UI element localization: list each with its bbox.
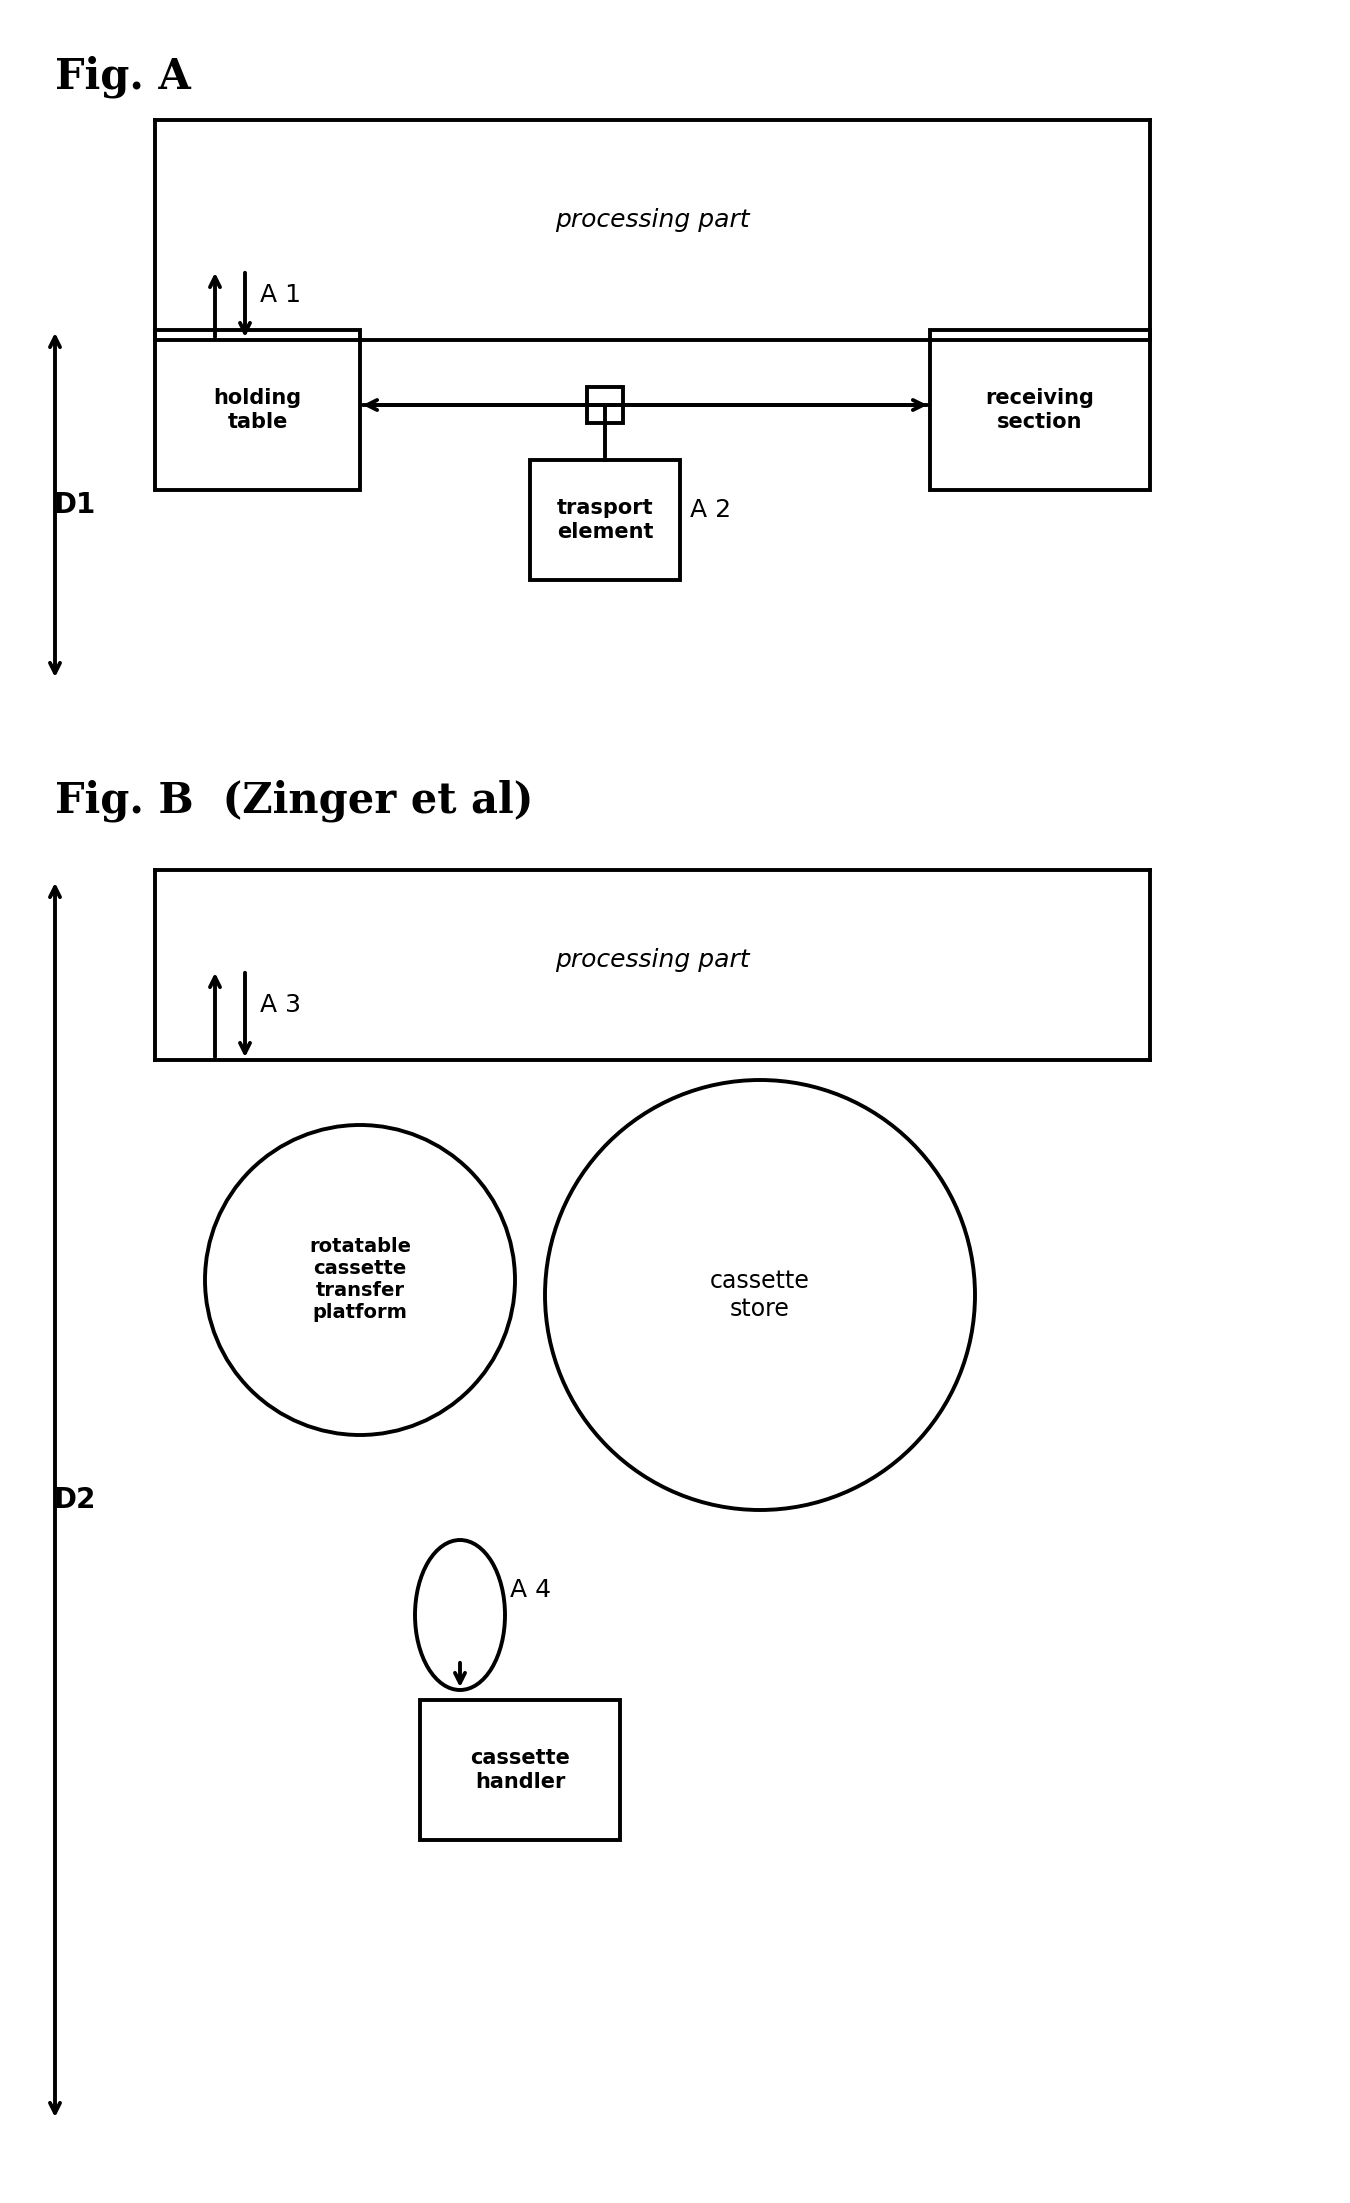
Text: A 2: A 2 bbox=[690, 498, 732, 522]
Bar bbox=[155, 330, 360, 489]
Circle shape bbox=[205, 1126, 514, 1434]
Bar bbox=[531, 460, 680, 579]
Text: cassette
store: cassette store bbox=[710, 1269, 810, 1322]
Text: D2: D2 bbox=[54, 1487, 96, 1513]
Text: A 1: A 1 bbox=[261, 282, 301, 306]
Text: Fig. A: Fig. A bbox=[55, 55, 190, 97]
Text: processing part: processing part bbox=[555, 207, 749, 231]
Circle shape bbox=[545, 1079, 975, 1509]
Bar bbox=[420, 1701, 620, 1840]
Text: D1: D1 bbox=[54, 491, 96, 520]
Text: trasport
element: trasport element bbox=[556, 498, 653, 542]
Text: Fig. B  (Zinger et al): Fig. B (Zinger et al) bbox=[55, 780, 533, 822]
Bar bbox=[587, 388, 622, 423]
Text: receiving
section: receiving section bbox=[986, 388, 1095, 432]
Text: holding
table: holding table bbox=[213, 388, 301, 432]
Text: rotatable
cassette
transfer
platform: rotatable cassette transfer platform bbox=[309, 1238, 410, 1322]
Bar bbox=[930, 330, 1150, 489]
Text: processing part: processing part bbox=[555, 947, 749, 972]
Text: cassette
handler: cassette handler bbox=[470, 1749, 570, 1791]
Text: A 3: A 3 bbox=[261, 994, 301, 1018]
Text: A 4: A 4 bbox=[510, 1577, 551, 1602]
